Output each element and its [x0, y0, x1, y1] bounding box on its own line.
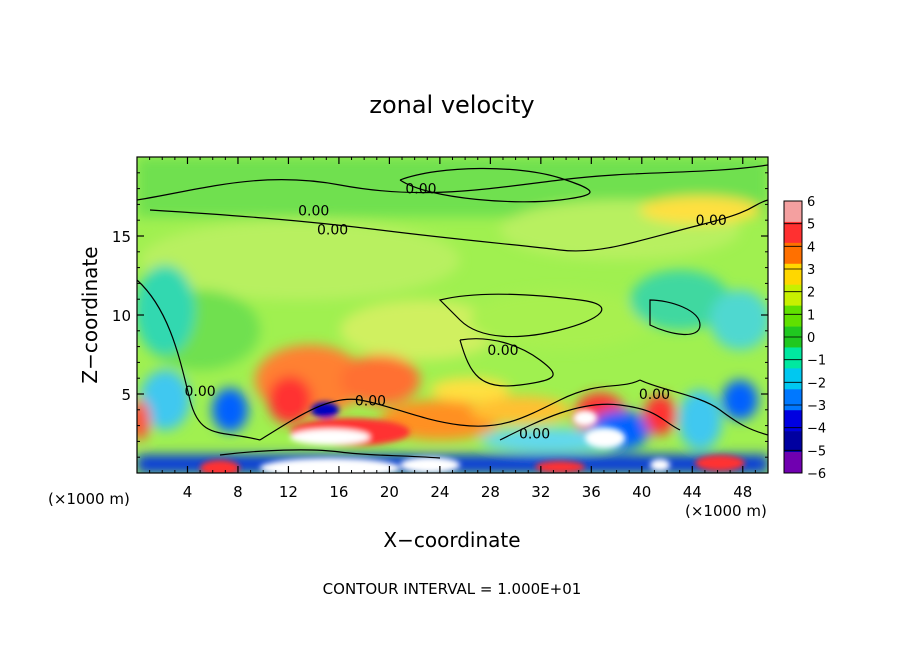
x-tick-label: 24 — [430, 483, 449, 501]
colorbar-label: 1 — [807, 308, 815, 323]
x-unit-right: (×1000 m) — [685, 502, 767, 520]
colorbar-label: −5 — [807, 444, 826, 459]
x-tick-label: 16 — [329, 483, 348, 501]
y-axis: 5 10 15 — [112, 172, 768, 458]
colorbar-swatch — [784, 410, 802, 432]
colorbar-swatch — [784, 242, 802, 265]
colorbar-swatch — [784, 431, 802, 453]
contour-label: 0.00 — [185, 384, 216, 400]
x-tick-label: 32 — [531, 483, 550, 501]
contour-interval-footer: CONTOUR INTERVAL = 1.000E+01 — [323, 580, 582, 598]
x-unit-left: (×1000 m) — [48, 490, 130, 508]
colorbar-label: −4 — [807, 422, 826, 437]
x-tick-label: 4 — [183, 483, 193, 501]
x-tick-label: 36 — [582, 483, 601, 501]
contour-label: 0.00 — [317, 223, 348, 239]
colorbar-label: −2 — [807, 376, 826, 391]
contour-labels: 0.00 0.00 0.00 0.00 0.00 0.00 0.00 0.00 0.00 — [185, 182, 727, 443]
colorbar-swatch — [784, 284, 802, 306]
x-tick-label: 20 — [380, 483, 399, 501]
x-tick-label: 8 — [233, 483, 243, 501]
colorbar-label: −1 — [807, 354, 826, 369]
contour-label: 0.00 — [298, 204, 329, 220]
colorbar-swatch — [784, 368, 802, 390]
chart-title: zonal velocity — [369, 91, 534, 119]
colorbar-swatch — [784, 389, 802, 411]
contour-label: 0.00 — [487, 343, 518, 359]
colorbar-swatch — [784, 201, 802, 223]
colorbar-swatch — [784, 263, 802, 285]
x-tick-label: 40 — [632, 483, 651, 501]
contour-lines — [137, 164, 768, 459]
colorbar-swatch — [784, 221, 802, 244]
x-tick-label: 28 — [481, 483, 500, 501]
colorbar-swatch — [784, 305, 802, 327]
colorbar-swatch — [784, 452, 802, 474]
x-tick-label: 44 — [683, 483, 702, 501]
colorbar-label: 0 — [807, 331, 815, 346]
y-tick-label: 15 — [112, 228, 131, 246]
x-axis-label: X−coordinate — [383, 528, 520, 552]
colorbar-label: 4 — [807, 240, 815, 255]
x-tick-label: 48 — [733, 483, 752, 501]
y-tick-label: 5 — [121, 386, 131, 404]
contour-label: 0.00 — [696, 213, 727, 229]
colorbar-label: 5 — [807, 218, 815, 233]
colorbar-label: 2 — [807, 286, 815, 301]
contour-label: 0.00 — [519, 427, 550, 443]
x-axis: 4 8 12 16 20 24 28 32 36 40 44 48 — [149, 157, 756, 501]
contour-label: 0.00 — [639, 387, 670, 403]
colorbar-label: −3 — [807, 399, 826, 414]
colorbar: 6 5 4 3 2 1 0 −1 −2 −3 −4 −5 −6 — [783, 195, 826, 482]
contour-label: 0.00 — [355, 393, 386, 409]
colorbar-swatch — [784, 347, 802, 369]
colorbar-label: 3 — [807, 263, 815, 278]
colorbar-label: −6 — [807, 467, 826, 482]
contour-label: 0.00 — [405, 182, 436, 198]
velocity-field — [137, 157, 768, 473]
x-tick-label: 12 — [279, 483, 298, 501]
colorbar-label: 6 — [807, 195, 815, 210]
y-tick-label: 10 — [112, 307, 131, 325]
y-axis-label: Z−coordinate — [78, 246, 102, 383]
